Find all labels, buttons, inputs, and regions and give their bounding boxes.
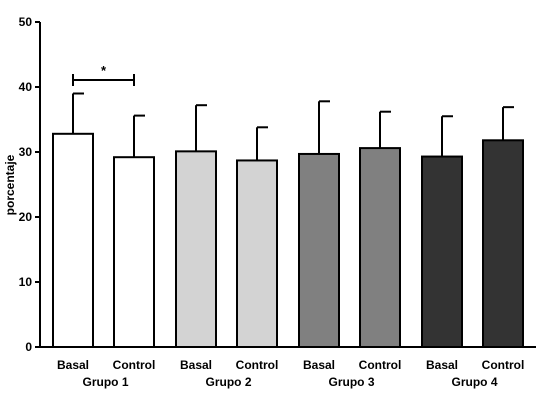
- bar: [298, 152, 340, 348]
- bar: [175, 150, 217, 348]
- y-tick-label: 30: [19, 145, 33, 159]
- x-category-label: Basal: [303, 358, 335, 372]
- x-group-label: Grupo 3: [328, 375, 374, 389]
- x-category-label: Control: [236, 358, 279, 372]
- chart-labels: Basal Control Basal Control Basal Control Basa…: [57, 63, 524, 389]
- chart-bars: [52, 92, 524, 348]
- x-category-label: Control: [482, 358, 525, 372]
- y-tick-label: 0: [25, 340, 32, 354]
- x-category-label: Control: [113, 358, 156, 372]
- bar: [236, 159, 278, 348]
- x-group-label: Grupo 1: [82, 375, 128, 389]
- y-tick-label: 40: [19, 80, 33, 94]
- y-tick-label: 20: [19, 210, 33, 224]
- x-category-label: Basal: [426, 358, 458, 372]
- y-axis-label: porcentaje: [3, 154, 17, 215]
- bar: [482, 139, 524, 348]
- bar: [421, 155, 463, 348]
- x-group-label: Grupo 4: [451, 375, 497, 389]
- y-tick-label: 50: [19, 15, 33, 29]
- y-tick-label: 10: [19, 275, 33, 289]
- bar: [359, 147, 401, 348]
- bar: [113, 156, 155, 348]
- x-category-label: Basal: [180, 358, 212, 372]
- bar: [52, 132, 94, 348]
- x-category-label: Control: [359, 358, 402, 372]
- x-group-label: Grupo 2: [205, 375, 251, 389]
- significance-marker: *: [101, 63, 107, 78]
- x-category-label: Basal: [57, 358, 89, 372]
